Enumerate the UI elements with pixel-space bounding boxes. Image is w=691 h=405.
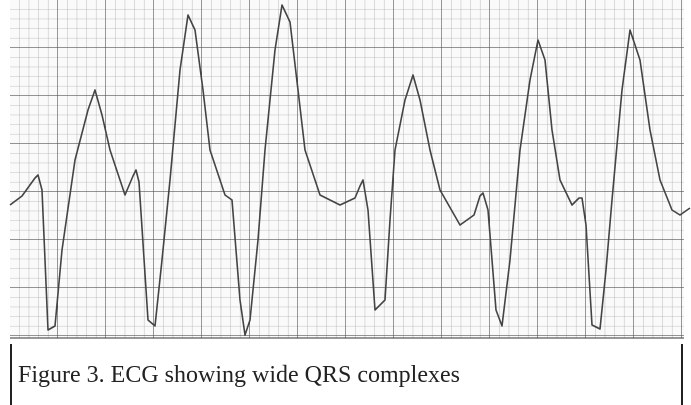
major-grid	[10, 0, 684, 338]
figure-caption: Figure 3. ECG showing wide QRS complexes	[18, 362, 460, 388]
ecg-strip	[9, 0, 691, 339]
caption-box: Figure 3. ECG showing wide QRS complexes	[10, 344, 683, 405]
ecg-trace	[9, 4, 691, 336]
